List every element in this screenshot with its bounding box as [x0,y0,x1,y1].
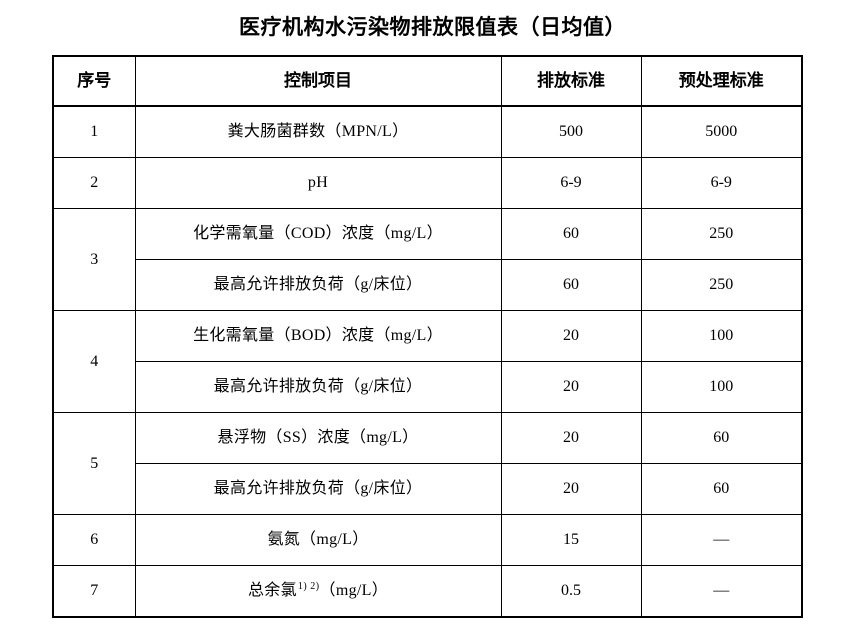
cell-no: 5 [52,412,136,515]
cell-no: 4 [52,310,136,413]
table-header-row: 序号 控制项目 排放标准 预处理标准 [52,55,803,107]
cell-emission-standard: 20 [500,361,642,413]
cell-emission-standard: 0.5 [500,565,642,618]
limits-table-container: 序号 控制项目 排放标准 预处理标准 1 粪大肠菌群数（MPN/L） 500 5000… [52,55,803,618]
cell-control-item: 粪大肠菌群数（MPN/L） [134,105,502,158]
table-row: 7 总余氯1) 2)（mg/L） 0.5— [52,565,803,618]
cell-control-item: 最高允许排放负荷（g/床位） [134,259,502,311]
column-header-no: 序号 [52,55,136,107]
cell-pretreatment-standard: 250 [640,259,803,311]
table-row: 最高允许排放负荷（g/床位） 20 60 [53,463,803,515]
column-header-item: 控制项目 [134,55,502,107]
table-row: 4 生化需氧量（BOD）浓度（mg/L） 20 100 [52,310,803,413]
item-name-text: 总余氯 [247,582,297,600]
cell-emission-standard: 20 [500,310,642,362]
cell-control-item: 总余氯1) 2)（mg/L） [134,565,502,618]
cell-emission-standard: 60 [500,259,642,311]
cell-pretreatment-standard: 250 [640,208,803,260]
cell-control-item: 最高允许排放负荷（g/床位） [134,463,502,515]
item-unit-text: （mg/L） [319,582,389,600]
cell-control-item: 最高允许排放负荷（g/床位） [134,361,502,413]
table-row: 最高允许排放负荷（g/床位） 20 100 [53,361,803,413]
cell-pretreatment-standard: 60 [640,412,803,464]
table-row: 5 悬浮物（SS）浓度（mg/L） 20 60 [52,412,803,515]
cell-control-item: 氨氮（mg/L） [134,514,502,566]
cell-emission-standard: 20 [500,412,642,464]
cell-no: 7 [52,565,136,618]
table-row: 最高允许排放负荷（g/床位） 60 250 [53,259,803,311]
cell-pretreatment-standard: — [640,514,803,566]
cell-control-item: pH [134,157,502,209]
table-row: 2 pH 6-9 6-9 [52,157,803,209]
cell-pretreatment-standard: 60 [640,463,803,515]
footnote-marker: 1) 2) [297,580,320,592]
cell-control-item: 化学需氧量（COD）浓度（mg/L） [134,208,502,260]
cell-pretreatment-standard: 5000 [640,105,803,158]
cell-no: 6 [52,514,136,566]
cell-control-item: 生化需氧量（BOD）浓度（mg/L） [134,310,502,362]
cell-no: 2 [52,157,136,209]
table-row: 3 化学需氧量（COD）浓度（mg/L） 60 250 [52,208,803,311]
table-row: 6 氨氮（mg/L） 15— [52,514,803,566]
table-row: 1 粪大肠菌群数（MPN/L） 500 5000 [52,105,803,158]
cell-pretreatment-standard: 100 [640,361,803,413]
cell-pretreatment-standard: — [640,565,803,618]
cell-pretreatment-standard: 6-9 [640,157,803,209]
cell-emission-standard: 60 [500,208,642,260]
cell-emission-standard: 500 [500,105,642,158]
column-header-emission: 排放标准 [500,55,642,107]
cell-pretreatment-standard: 100 [640,310,803,362]
table-body: 1 粪大肠菌群数（MPN/L） 500 5000 2 pH 6-9 6-9 3 化学需氧量（COD… [52,105,803,618]
table-header: 序号 控制项目 排放标准 预处理标准 [52,55,803,107]
cell-emission-standard: 6-9 [500,157,642,209]
cell-no: 3 [52,208,136,311]
cell-emission-standard: 15 [500,514,642,566]
cell-control-item: 悬浮物（SS）浓度（mg/L） [134,412,502,464]
page-title: 医疗机构水污染物排放限值表（日均值） [239,15,626,39]
cell-emission-standard: 20 [500,463,642,515]
cell-no: 1 [52,105,136,158]
water-pollutant-limits-table: 序号 控制项目 排放标准 预处理标准 1 粪大肠菌群数（MPN/L） 500 5000… [52,55,803,618]
column-header-pretreatment: 预处理标准 [640,55,803,107]
